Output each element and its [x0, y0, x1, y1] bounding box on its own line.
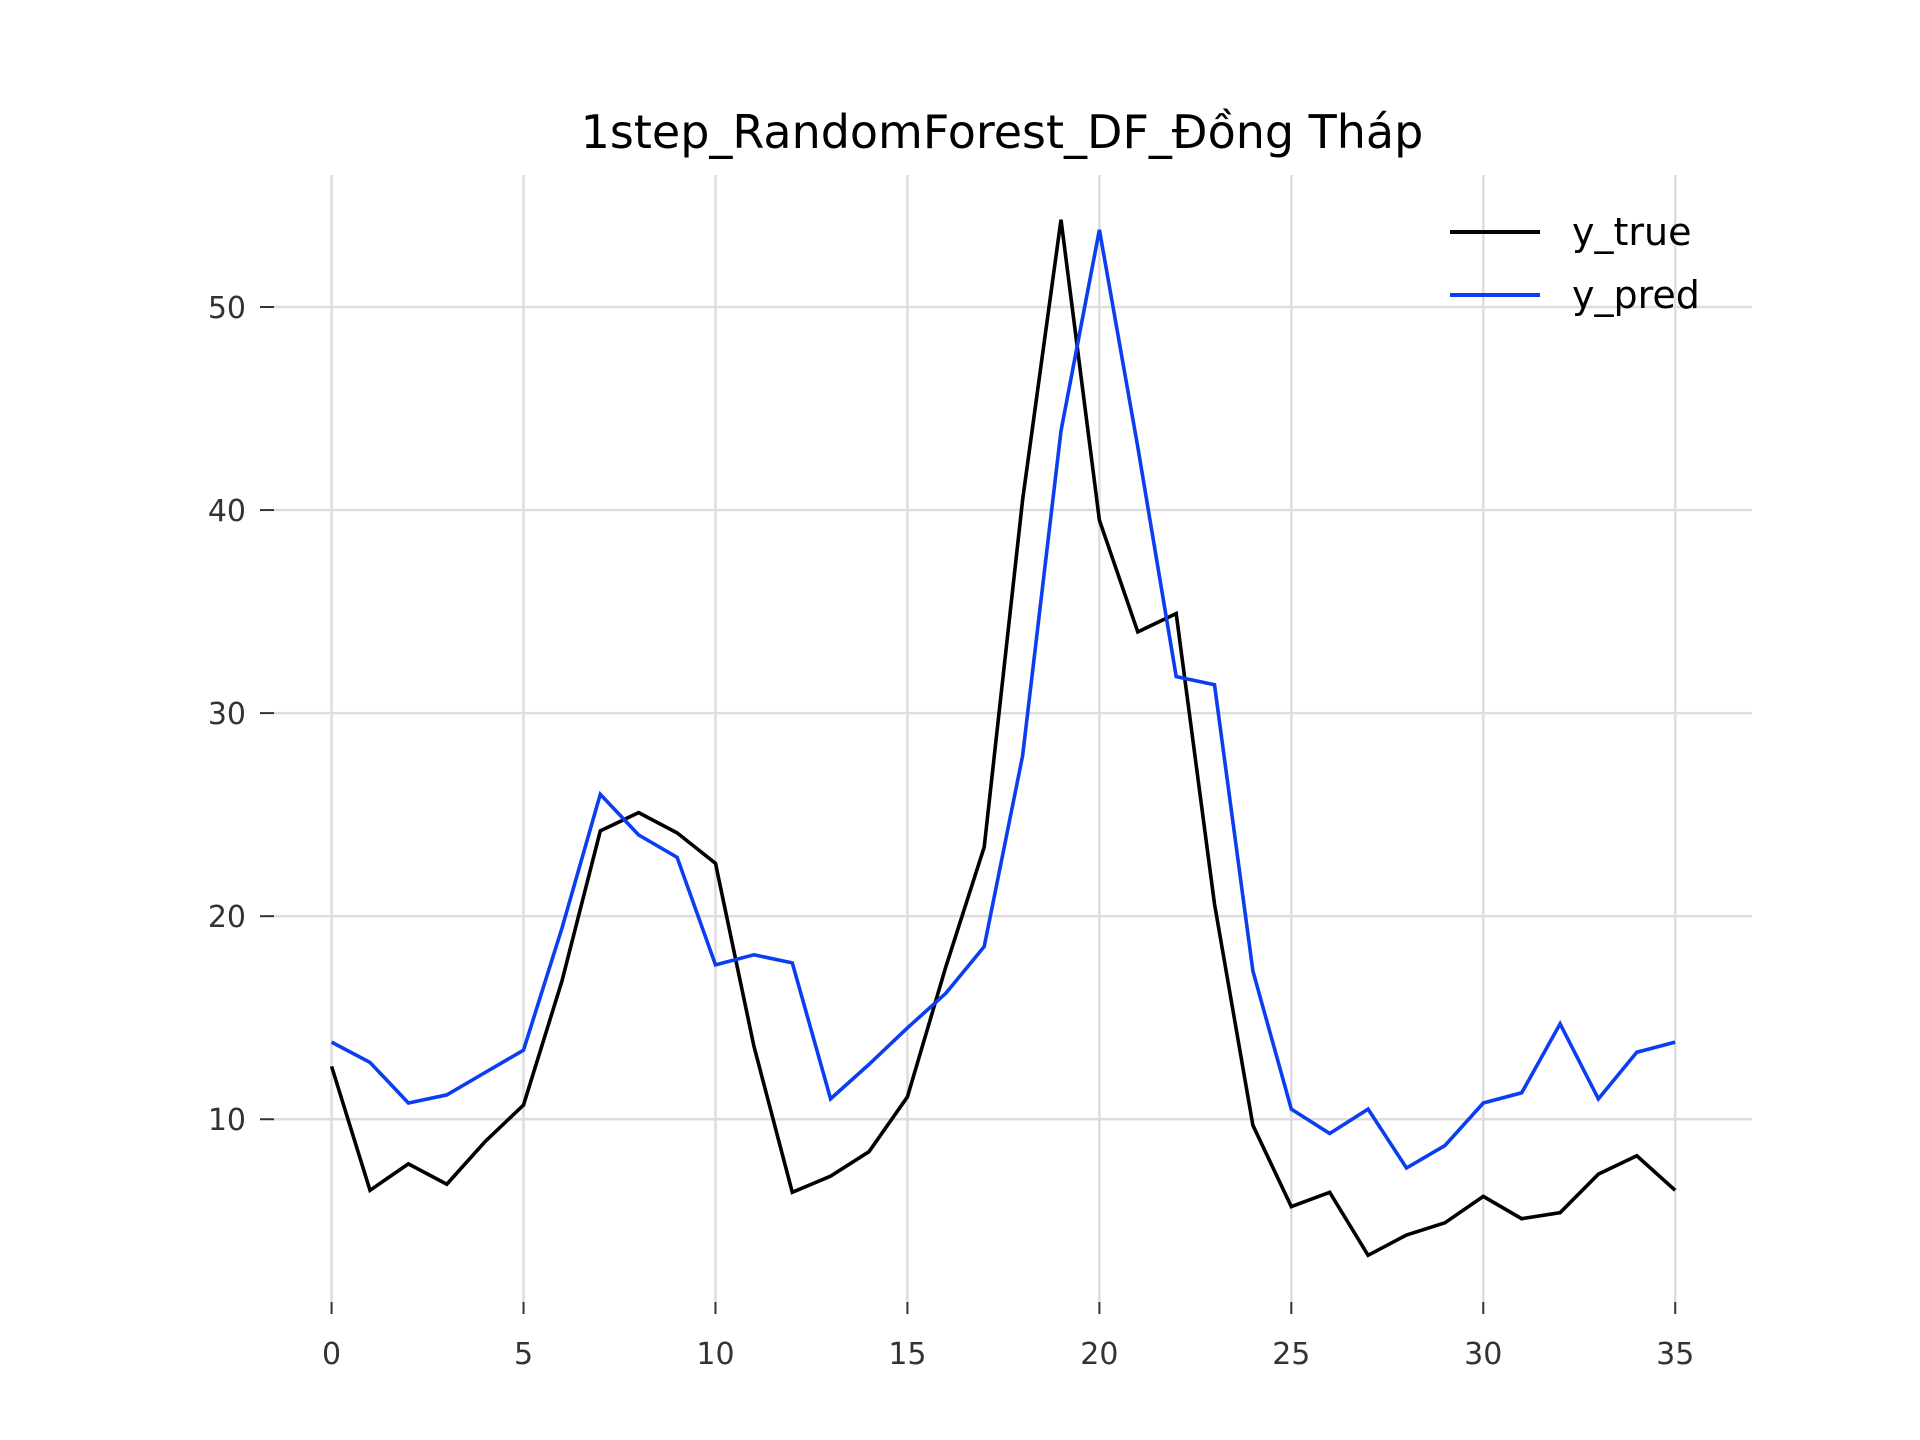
y-tick-label: 10 — [208, 1103, 246, 1138]
x-tick-label: 35 — [1656, 1337, 1694, 1372]
y-tick-label: 50 — [208, 291, 246, 326]
legend-label-y-true: y_true — [1572, 210, 1691, 254]
x-tick-label: 30 — [1464, 1337, 1502, 1372]
series-line-y-true — [329, 219, 1677, 1258]
x-tick-label: 15 — [888, 1337, 926, 1372]
y-tick-label: 20 — [208, 900, 246, 935]
legend-label-y-pred: y_pred — [1572, 273, 1700, 317]
y-tick-label: 40 — [208, 494, 246, 529]
series-layer — [329, 219, 1677, 1258]
x-tick-label: 25 — [1272, 1337, 1310, 1372]
x-tick-label: 10 — [696, 1337, 734, 1372]
legend: y_true y_pred — [1450, 210, 1700, 317]
series-line-y-pred — [330, 229, 1676, 1171]
y-tick-label: 30 — [208, 697, 246, 732]
axes: 0 5 10 15 20 25 30 35 10 20 30 40 50 — [208, 291, 1695, 1372]
chart-title: 1step_RandomForest_DF_Đồng Tháp — [581, 105, 1424, 159]
grid — [274, 175, 1752, 1302]
x-tick-label: 20 — [1080, 1337, 1118, 1372]
x-tick-label: 5 — [514, 1337, 533, 1372]
x-tick-label: 0 — [322, 1337, 341, 1372]
